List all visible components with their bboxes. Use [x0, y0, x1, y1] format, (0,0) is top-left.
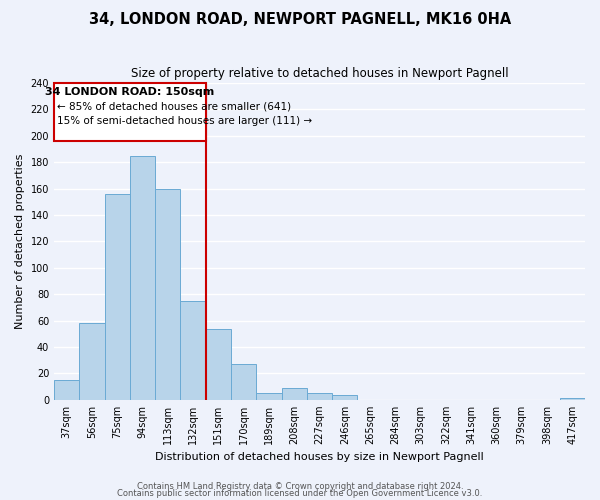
Bar [130, 156, 155, 400]
Bar [54, 83, 206, 141]
Y-axis label: Number of detached properties: Number of detached properties [15, 154, 25, 329]
Bar [206, 328, 231, 400]
Bar [281, 388, 307, 400]
Bar [256, 393, 281, 400]
Text: 15% of semi-detached houses are larger (111) →: 15% of semi-detached houses are larger (… [56, 116, 311, 126]
Bar [155, 188, 181, 400]
Bar [104, 194, 130, 400]
Title: Size of property relative to detached houses in Newport Pagnell: Size of property relative to detached ho… [131, 68, 508, 80]
Bar [181, 301, 206, 400]
Bar [54, 380, 79, 400]
Text: 34 LONDON ROAD: 150sqm: 34 LONDON ROAD: 150sqm [45, 88, 215, 98]
Bar [560, 398, 585, 400]
Bar [231, 364, 256, 400]
Text: ← 85% of detached houses are smaller (641): ← 85% of detached houses are smaller (64… [56, 102, 290, 112]
Text: Contains HM Land Registry data © Crown copyright and database right 2024.: Contains HM Land Registry data © Crown c… [137, 482, 463, 491]
X-axis label: Distribution of detached houses by size in Newport Pagnell: Distribution of detached houses by size … [155, 452, 484, 462]
Bar [79, 324, 104, 400]
Text: Contains public sector information licensed under the Open Government Licence v3: Contains public sector information licen… [118, 489, 482, 498]
Text: 34, LONDON ROAD, NEWPORT PAGNELL, MK16 0HA: 34, LONDON ROAD, NEWPORT PAGNELL, MK16 0… [89, 12, 511, 28]
Bar [332, 394, 358, 400]
Bar [307, 393, 332, 400]
